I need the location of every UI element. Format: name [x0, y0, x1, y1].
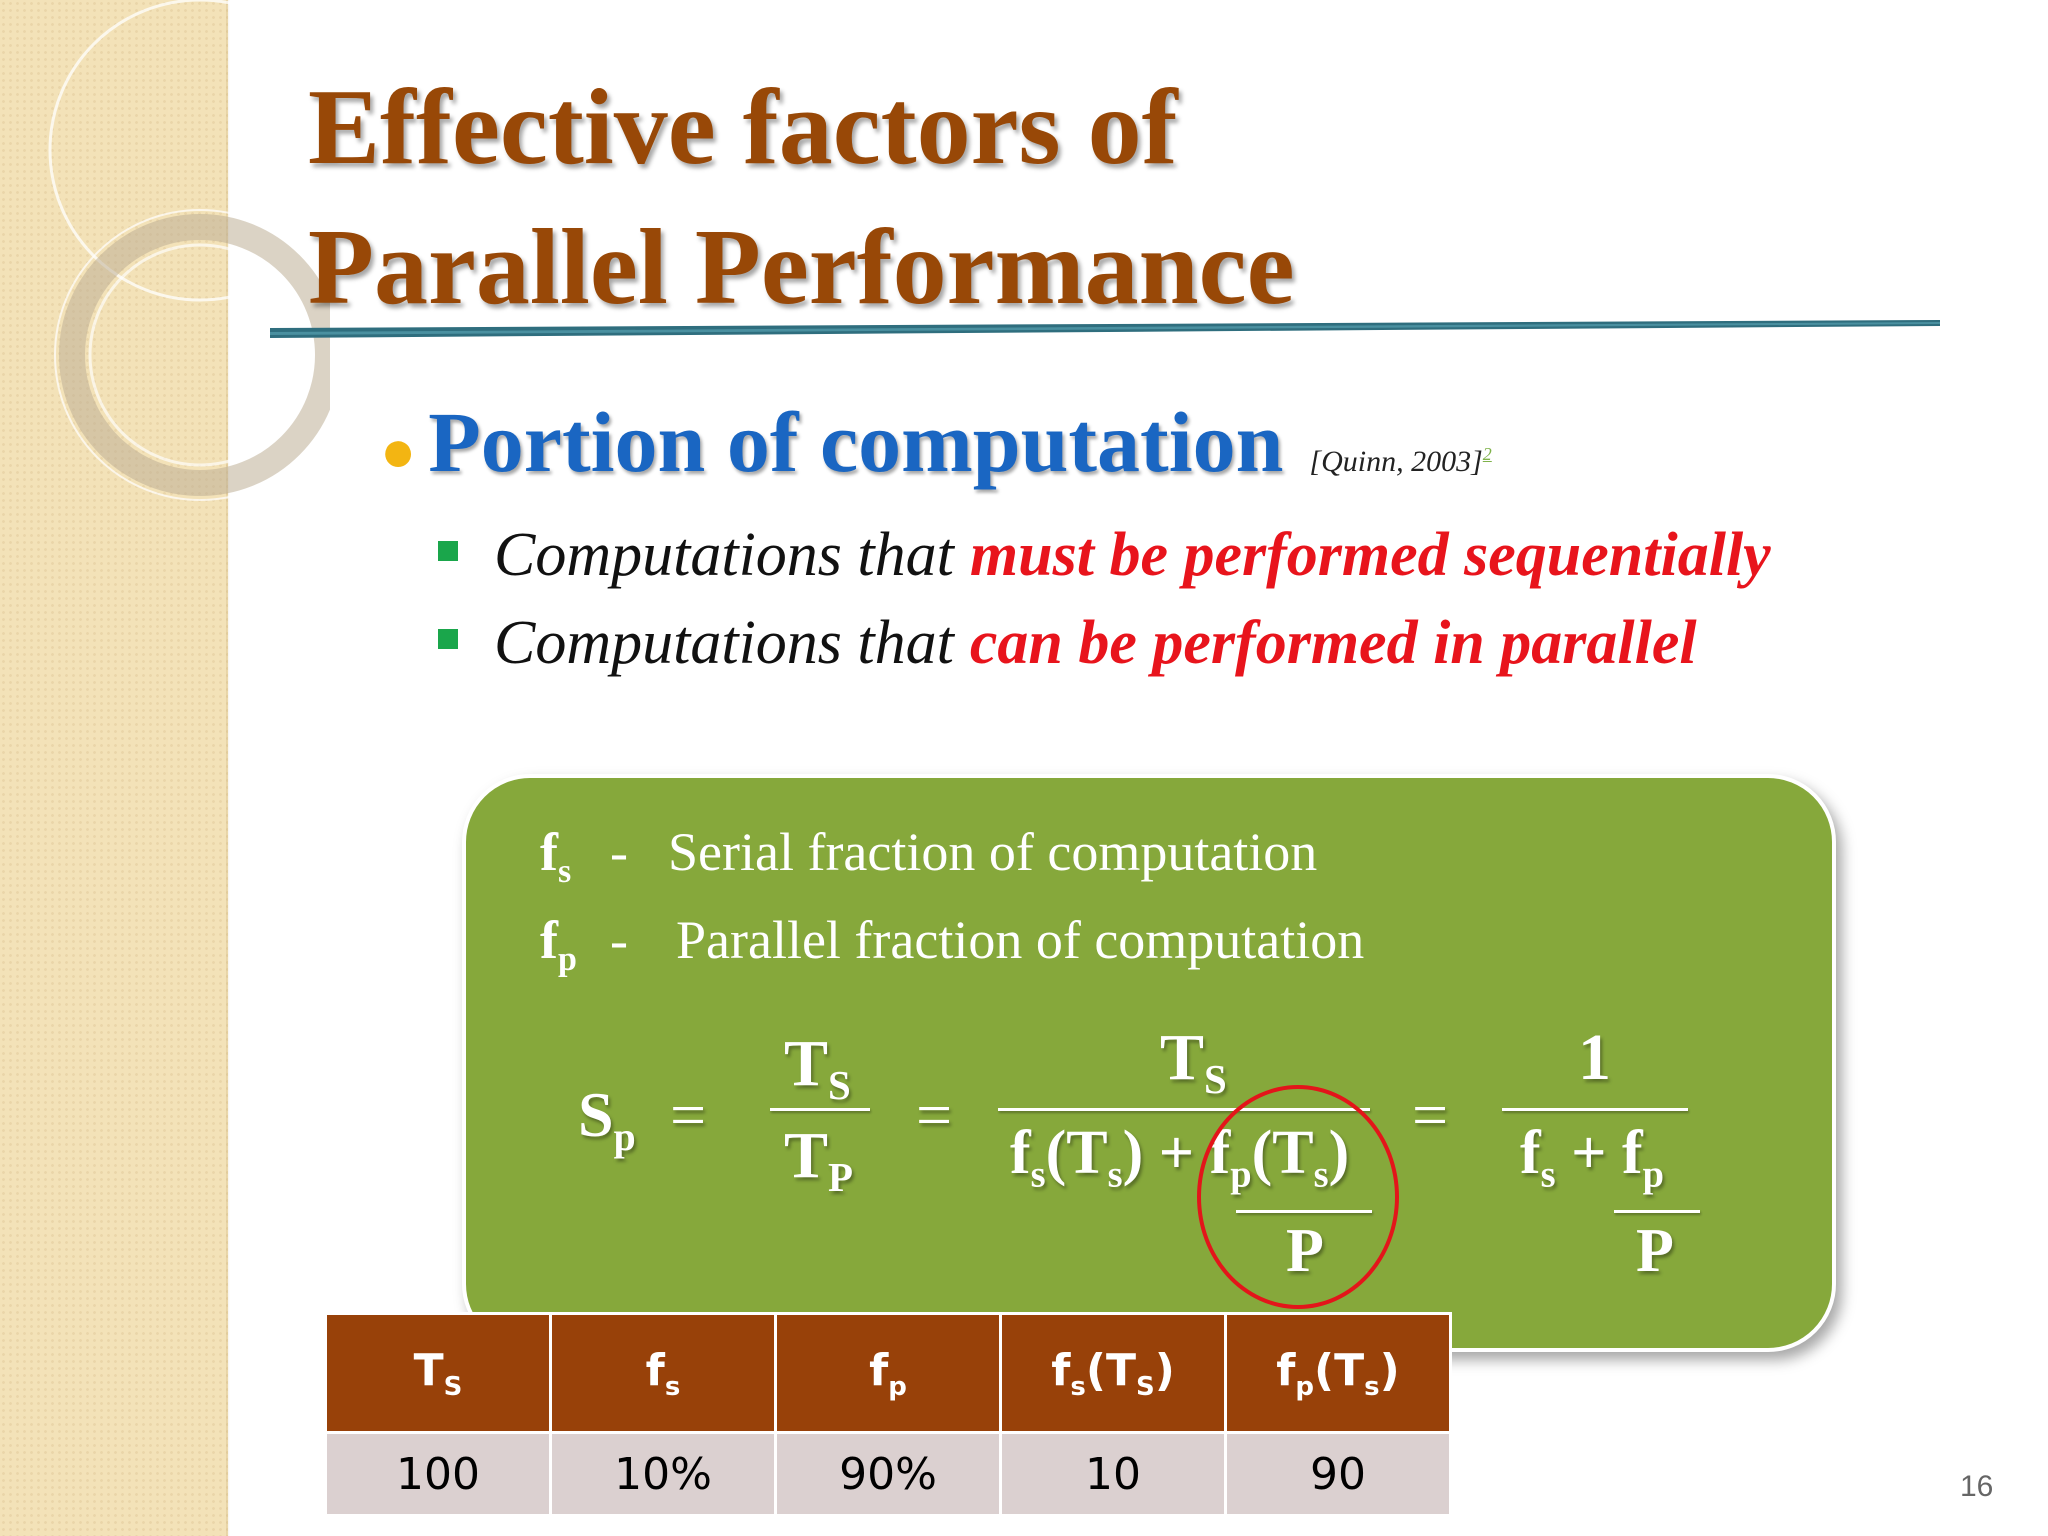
- fraction-line: [1502, 1108, 1688, 1111]
- symbol-fs: fs: [540, 822, 572, 890]
- header-ts: TS: [324, 1312, 552, 1434]
- denominator-p: P: [1636, 1217, 1674, 1285]
- sub-bullet-highlight: can be performed in parallel: [969, 609, 1697, 677]
- square-bullet-icon: [438, 541, 458, 561]
- cell-fp-ts: 90: [1224, 1431, 1452, 1517]
- equals-sign: =: [916, 1079, 953, 1150]
- equals-sign: =: [1412, 1079, 1449, 1150]
- denominator-tp: TP: [784, 1119, 854, 1201]
- numerator-one: 1: [1578, 1021, 1611, 1094]
- square-bullet-icon: [438, 629, 458, 649]
- table-row: 100 10% 90% 10 90: [324, 1431, 1452, 1517]
- definition-dash: -: [610, 822, 628, 882]
- header-fs-ts: fs(TS): [999, 1312, 1227, 1434]
- title-line-1: Effective factors of: [308, 68, 1178, 187]
- header-fs: fs: [549, 1312, 777, 1434]
- page-number: 16: [1960, 1470, 1994, 1503]
- symbol-fp: fp: [540, 909, 577, 978]
- cell-ts: 100: [324, 1431, 552, 1517]
- fraction-line: [1614, 1210, 1700, 1213]
- title-line-2: Parallel Performance: [308, 208, 1295, 327]
- definition-dash: -: [610, 909, 628, 970]
- formula-lhs: Sp: [578, 1079, 636, 1159]
- sub-bullet-sequential: Computations that must be performed sequ…: [438, 520, 1771, 591]
- denominator-sum: fs + fp: [1520, 1119, 1664, 1196]
- bullet-dot-icon: ●: [380, 417, 417, 484]
- highlight-circle: [1197, 1085, 1399, 1309]
- definition-fs: fs - Serial fraction of computation: [540, 818, 1364, 906]
- sub-bullet-parallel: Computations that can be performed in pa…: [438, 608, 1697, 679]
- bullet-text: Portion of computation: [428, 394, 1284, 490]
- citation-text: [Quinn, 2003]: [1309, 445, 1483, 478]
- fraction-line: [770, 1108, 870, 1111]
- definition-text: Parallel fraction of computation: [676, 909, 1365, 970]
- definitions: fs - Serial fraction of computation fp -…: [540, 818, 1364, 994]
- main-bullet: ● Portion of computation [Quinn, 2003]2: [380, 392, 1492, 492]
- header-fp: fp: [774, 1312, 1002, 1434]
- slide-title: Effective factors of Parallel Performanc…: [308, 58, 1808, 338]
- cell-fs: 10%: [549, 1431, 777, 1517]
- cell-fp: 90%: [774, 1431, 1002, 1517]
- cell-fs-ts: 10: [999, 1431, 1227, 1517]
- definition-text: Serial fraction of computation: [668, 822, 1318, 882]
- example-table: TS fs fp fs(TS) fp(Ts) 100 10% 90% 10 90: [324, 1312, 1452, 1517]
- fraction-line: [998, 1108, 1370, 1111]
- definition-fp: fp - Parallel fraction of computation: [540, 906, 1364, 994]
- table-header-row: TS fs fp fs(TS) fp(Ts): [324, 1312, 1452, 1434]
- citation: [Quinn, 2003]2: [1309, 444, 1491, 479]
- sub-bullet-highlight: must be performed sequentially: [969, 521, 1771, 589]
- citation-ref-link[interactable]: 2: [1482, 444, 1492, 464]
- title-underline: [270, 320, 1940, 338]
- sub-bullet-prefix: Computations that: [494, 609, 954, 677]
- decorative-rings: [48, 0, 330, 501]
- numerator-ts: TS: [1160, 1021, 1227, 1103]
- numerator-ts: TS: [784, 1027, 851, 1109]
- equals-sign: =: [670, 1079, 707, 1150]
- header-fp-ts: fp(Ts): [1224, 1312, 1452, 1434]
- sub-bullet-prefix: Computations that: [494, 521, 954, 589]
- band-edge: [226, 0, 230, 1536]
